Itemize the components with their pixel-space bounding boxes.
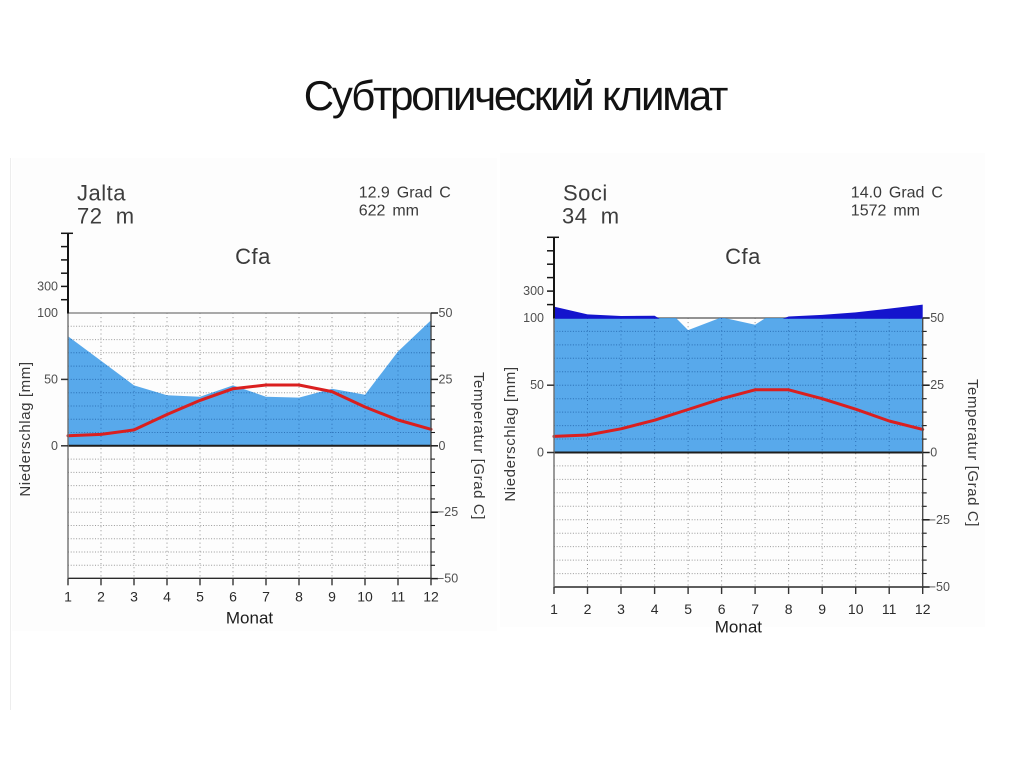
svg-text:622 mm: 622 mm [359,203,419,220]
svg-text:6: 6 [229,589,237,605]
svg-text:Jalta: Jalta [77,181,126,206]
svg-text:7: 7 [751,601,759,617]
svg-text:50: 50 [930,311,944,325]
svg-text:0: 0 [439,439,446,453]
svg-text:34 m: 34 m [562,204,620,229]
svg-text:11: 11 [391,589,406,605]
svg-text:300: 300 [523,284,544,298]
svg-text:5: 5 [196,589,204,605]
svg-text:2: 2 [97,589,105,605]
svg-text:6: 6 [718,601,726,617]
svg-text:1: 1 [550,601,558,617]
svg-text:300: 300 [37,279,58,293]
svg-text:72 m: 72 m [77,204,135,229]
svg-text:0: 0 [537,446,544,460]
svg-text:12: 12 [915,601,931,617]
svg-text:2: 2 [584,601,592,617]
svg-text:4: 4 [163,589,171,605]
svg-text:50: 50 [44,372,58,386]
svg-text:Temperatur [Grad C]: Temperatur [Grad C] [470,372,487,520]
svg-text:3: 3 [617,601,625,617]
svg-text:−25: −25 [929,513,950,527]
svg-text:0: 0 [51,439,58,453]
svg-text:3: 3 [130,589,138,605]
svg-text:Temperatur [Grad C]: Temperatur [Grad C] [964,379,981,527]
svg-text:25: 25 [439,372,453,386]
svg-text:7: 7 [262,589,270,605]
svg-text:12: 12 [423,589,439,605]
svg-text:Cfa: Cfa [235,244,271,269]
svg-text:100: 100 [37,306,58,320]
svg-text:Monat: Monat [715,618,763,637]
svg-text:1572 mm: 1572 mm [851,203,920,220]
svg-text:0: 0 [930,446,937,460]
svg-text:−50: −50 [437,571,458,585]
svg-text:−25: −25 [437,505,458,519]
svg-text:14.0 Grad C: 14.0 Grad C [851,185,943,202]
svg-text:9: 9 [328,589,336,605]
svg-text:100: 100 [523,311,544,325]
svg-text:Monat: Monat [226,609,274,628]
svg-text:10: 10 [357,589,373,605]
svg-text:Soci: Soci [563,181,608,206]
svg-text:Niederschlag [mm]: Niederschlag [mm] [17,361,34,496]
svg-text:8: 8 [295,589,303,605]
svg-text:Niederschlag [mm]: Niederschlag [mm] [502,366,519,501]
svg-text:50: 50 [530,378,544,392]
svg-text:4: 4 [651,601,659,617]
svg-text:1: 1 [64,589,72,605]
svg-text:12.9 Grad C: 12.9 Grad C [359,185,451,202]
svg-text:8: 8 [785,601,793,617]
svg-text:Cfa: Cfa [725,244,761,269]
svg-text:5: 5 [684,601,692,617]
svg-text:11: 11 [882,601,897,617]
svg-text:10: 10 [848,601,864,617]
svg-text:9: 9 [818,601,826,617]
svg-text:−50: −50 [929,580,950,594]
svg-text:25: 25 [930,378,944,392]
svg-text:50: 50 [439,306,453,320]
